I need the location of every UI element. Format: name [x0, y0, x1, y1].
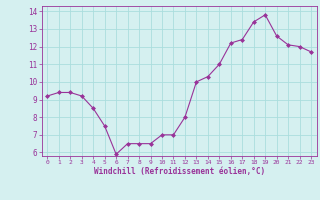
X-axis label: Windchill (Refroidissement éolien,°C): Windchill (Refroidissement éolien,°C)	[94, 167, 265, 176]
